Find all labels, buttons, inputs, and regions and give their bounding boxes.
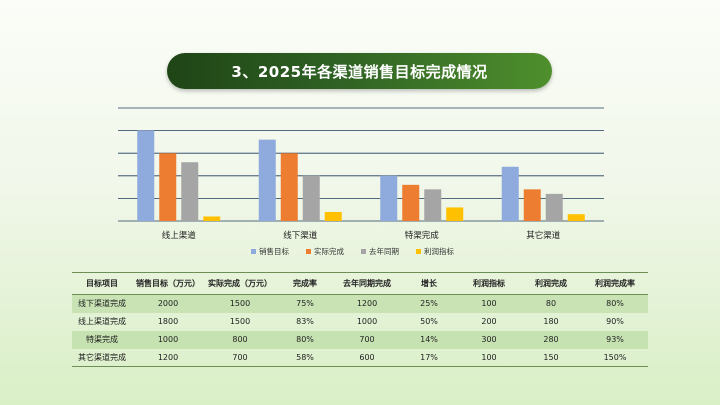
bar	[567, 214, 585, 221]
bar	[159, 153, 177, 221]
table-cell: 特渠完成	[86, 335, 118, 344]
table-cell: 90%	[606, 317, 624, 326]
table-cell: 线下渠道完成	[78, 299, 126, 309]
table-cell: 其它渠道完成	[72, 348, 132, 367]
table-cell: 80%	[296, 335, 314, 344]
table-cell: 1000	[356, 317, 378, 326]
header-sales-target: 销售目标（万元）	[132, 272, 204, 295]
bar	[280, 153, 298, 221]
bar	[424, 189, 442, 221]
table-cell: 1500	[229, 299, 251, 309]
table-cell: 50%	[420, 317, 438, 326]
x-tick-label: 线上渠道	[162, 230, 197, 241]
table-cell: 280	[543, 335, 559, 344]
bar	[380, 175, 398, 221]
table-header-row: 目标项目 销售目标（万元） 实际完成（万元） 完成率 去年同期完成 增长 利润指…	[72, 272, 648, 295]
header-completion-rate: 完成率	[276, 272, 334, 295]
table-cell: 1200	[132, 348, 204, 367]
data-table: 目标项目 销售目标（万元） 实际完成（万元） 完成率 去年同期完成 增长 利润指…	[72, 272, 648, 367]
table-row: 线上渠道完成 1800 1500 83% 1000 50% 200 180 90…	[72, 313, 648, 331]
table-cell: 58%	[276, 348, 334, 367]
bar	[203, 216, 221, 221]
table-cell: 150	[520, 348, 582, 367]
bar	[446, 207, 464, 221]
table-cell: 200	[481, 317, 497, 326]
header-target-item: 目标项目	[72, 272, 132, 295]
table-cell: 1000	[157, 335, 179, 344]
table-cell: 150%	[582, 348, 648, 367]
legend-swatch	[306, 249, 311, 254]
table-cell: 800	[232, 335, 248, 344]
table-cell: 100	[481, 299, 497, 309]
table-cell: 线上渠道完成	[78, 317, 126, 326]
bar	[545, 193, 563, 221]
table-cell: 80	[545, 299, 557, 309]
header-profit-rate: 利润完成率	[582, 272, 648, 295]
bar	[501, 166, 519, 221]
header-actual: 实际完成（万元）	[204, 272, 276, 295]
table-cell: 83%	[296, 317, 314, 326]
table-row: 特渠完成 1000 800 80% 700 14% 300 280 93%	[72, 330, 648, 349]
bar	[402, 184, 420, 221]
page-title: 3、2025年各渠道销售目标完成情况	[167, 53, 552, 89]
table-row: 线下渠道完成 2000 1500 75% 1200 25% 100 80 80%	[72, 294, 648, 313]
table-cell: 75%	[296, 299, 314, 309]
legend-label: 销售目标	[259, 246, 289, 256]
table-cell: 1500	[229, 317, 251, 326]
legend-swatch	[416, 249, 421, 254]
header-growth: 增长	[400, 272, 458, 295]
bar	[324, 211, 342, 221]
header-last-year: 去年同期完成	[334, 272, 400, 295]
header-profit-actual: 利润完成	[520, 272, 582, 295]
table-cell: 2000	[157, 299, 179, 309]
table-cell: 93%	[606, 335, 624, 344]
table-cell: 25%	[420, 299, 438, 309]
table-cell: 17%	[400, 348, 458, 367]
bar	[181, 162, 199, 221]
table-cell: 300	[481, 335, 497, 344]
x-tick-label: 其它渠道	[526, 230, 561, 241]
table-cell: 1200	[356, 299, 378, 309]
table-cell: 700	[359, 335, 375, 344]
table-cell: 700	[204, 348, 276, 367]
x-tick-label: 线下渠道	[283, 230, 318, 241]
x-tick-label: 特渠完成	[405, 230, 440, 241]
bar	[137, 130, 155, 221]
bar	[302, 175, 320, 221]
table-cell: 180	[543, 317, 559, 326]
legend-label: 去年同期	[369, 246, 399, 256]
table-cell: 80%	[606, 299, 624, 309]
legend-label: 利润指标	[424, 246, 454, 256]
legend-swatch	[361, 249, 366, 254]
legend-swatch	[251, 249, 256, 254]
table-cell: 600	[334, 348, 400, 367]
legend-label: 实际完成	[314, 246, 344, 256]
table-row: 其它渠道完成 1200 700 58% 600 17% 100 150 150%	[72, 348, 648, 367]
header-profit-target: 利润指标	[458, 272, 520, 295]
bar	[258, 139, 276, 221]
table-cell: 1800	[157, 317, 179, 326]
bar	[523, 189, 541, 221]
table-cell: 100	[458, 348, 520, 367]
table-cell: 14%	[420, 335, 438, 344]
